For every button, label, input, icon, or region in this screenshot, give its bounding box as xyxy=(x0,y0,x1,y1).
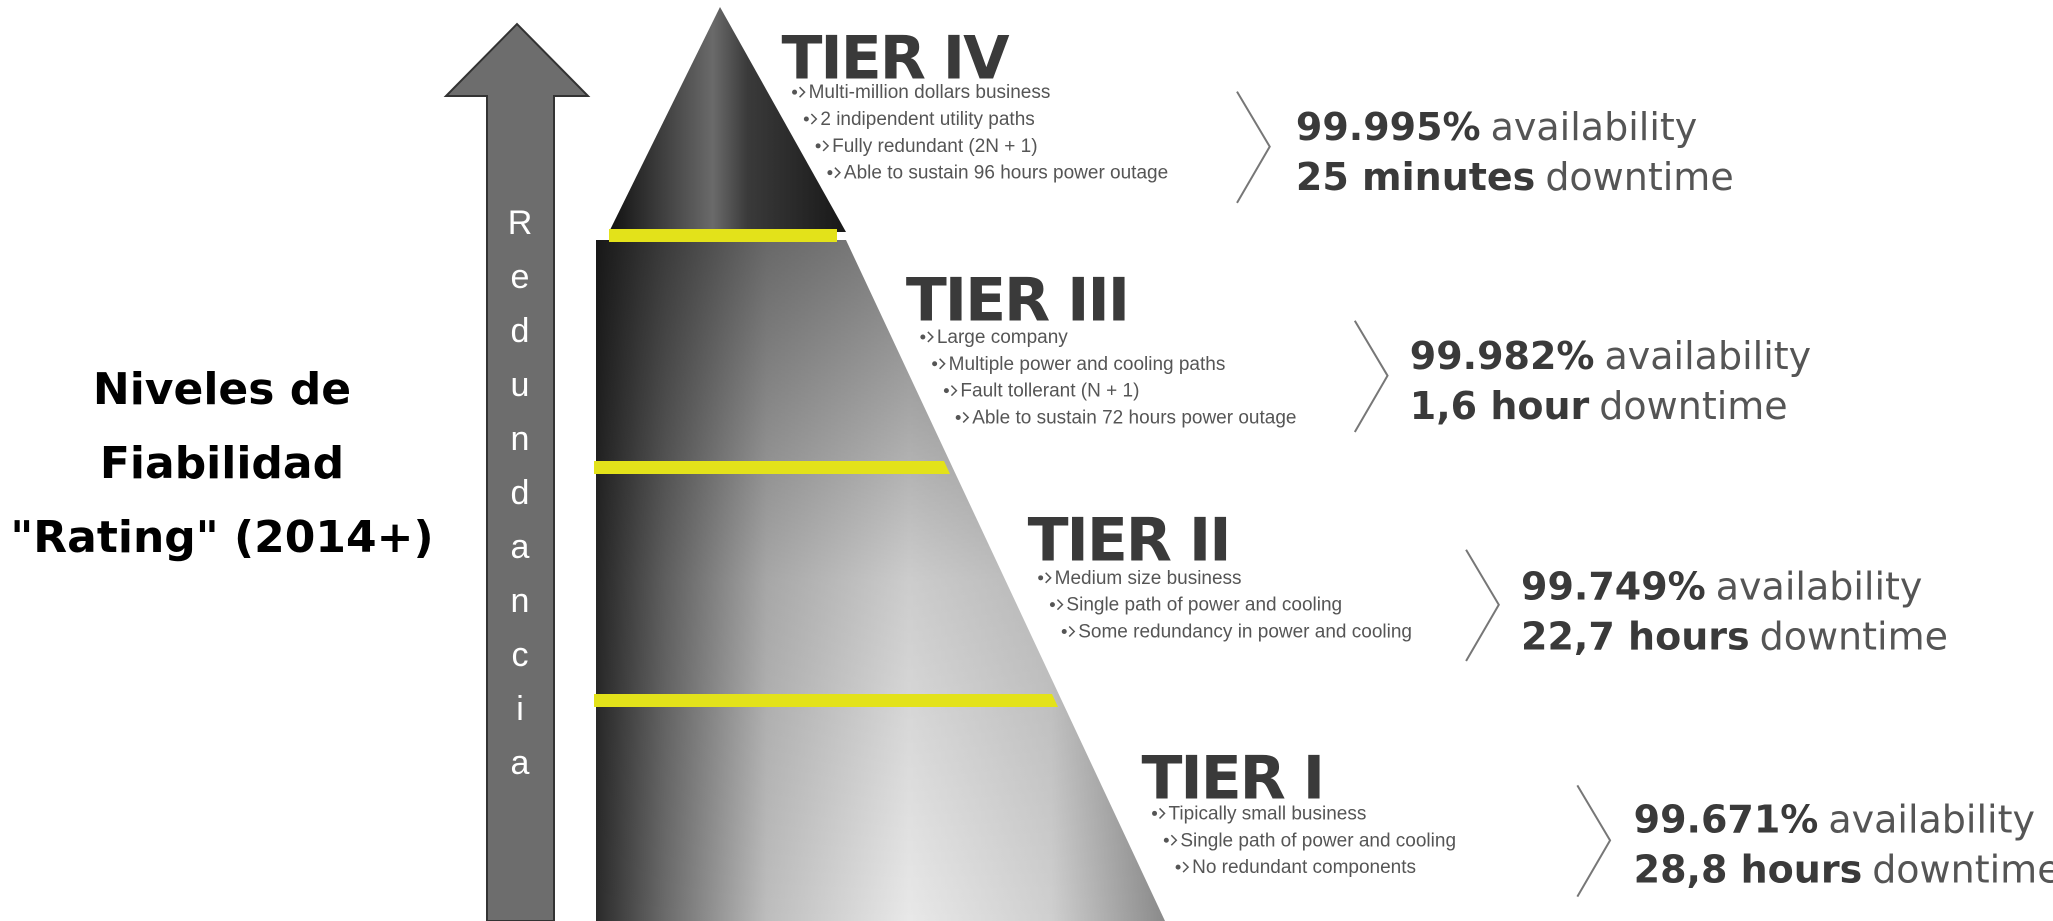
downtime-value: 28,8 hours xyxy=(1634,847,1863,891)
chevron xyxy=(1355,321,1388,432)
chevron xyxy=(1577,785,1610,896)
bullet-dot xyxy=(1164,838,1169,843)
bullet-text: Medium size business xyxy=(1055,568,1242,589)
availability-value: 99.749% xyxy=(1521,565,1706,609)
bullet-text: Able to sustain 96 hours power outage xyxy=(844,163,1168,184)
downtime-word: downtime xyxy=(1545,155,1733,199)
bullet-chevron xyxy=(1183,862,1188,872)
bullet-text: Large company xyxy=(937,327,1068,348)
bullet-text: Fully redundant (2N + 1) xyxy=(832,136,1037,157)
bullet-dot xyxy=(827,170,832,175)
bullet-text: 2 indipendent utility paths xyxy=(820,109,1034,130)
availability: 99.995%availability xyxy=(1296,105,1697,149)
availability-word: availability xyxy=(1491,105,1698,149)
bullet-text: Able to sustain 72 hours power outage xyxy=(972,407,1296,428)
bullet-chevron xyxy=(811,114,816,124)
bullet-chevron xyxy=(835,168,840,178)
bullet-text: Multi-million dollars business xyxy=(809,82,1051,103)
bullet-chevron xyxy=(823,141,828,151)
bullet-chevron xyxy=(951,386,956,396)
bullet-dot xyxy=(944,388,949,393)
bullet-dot xyxy=(1050,602,1055,607)
availability-word: availability xyxy=(1605,334,1812,378)
bullet-text: Multiple power and cooling paths xyxy=(949,354,1226,375)
availability-word: availability xyxy=(1716,565,1923,609)
bullet-chevron xyxy=(1171,835,1176,845)
bullet-chevron xyxy=(1069,626,1074,636)
bullet-dot xyxy=(1038,575,1043,580)
bullet-dot xyxy=(1062,629,1067,634)
availability-value: 99.995% xyxy=(1296,105,1481,149)
bullet-dot xyxy=(956,415,961,420)
bullet-text: Fault tollerant (N + 1) xyxy=(960,381,1139,402)
bullet-text: Single path of power and cooling xyxy=(1066,595,1342,616)
availability-value: 99.671% xyxy=(1634,798,1819,842)
bullet-chevron xyxy=(940,359,945,369)
bullet-text: No redundant components xyxy=(1192,857,1416,878)
availability: 99.671%availability xyxy=(1634,798,2035,842)
chevron xyxy=(1237,92,1270,203)
availability-value: 99.982% xyxy=(1410,334,1595,378)
bullet-dot xyxy=(1152,811,1157,816)
side-label-line: Fiabilidad xyxy=(100,438,344,489)
bullet-text: Some redundancy in power and cooling xyxy=(1078,621,1412,642)
chevron xyxy=(1466,550,1499,661)
bullet-dot xyxy=(1176,865,1181,870)
availability: 99.749%availability xyxy=(1521,565,1922,609)
infographic: Niveles deFiabilidad"Rating" (2014+)Redu… xyxy=(0,0,2053,921)
bullet-dot xyxy=(816,143,821,148)
band xyxy=(594,461,950,474)
downtime-word: downtime xyxy=(1599,384,1787,428)
bullet-dot xyxy=(932,361,937,366)
downtime-value: 1,6 hour xyxy=(1410,384,1590,428)
bullet-text: Single path of power and cooling xyxy=(1180,830,1456,851)
availability-word: availability xyxy=(1828,798,2035,842)
downtime-value: 25 minutes xyxy=(1296,155,1535,199)
tier-title: TIER III xyxy=(906,266,1128,336)
bullet-dot xyxy=(920,334,925,339)
bullet-chevron xyxy=(963,412,968,422)
side-label-line: Niveles de xyxy=(93,364,351,415)
bullet-chevron xyxy=(1057,600,1062,610)
bullet-text: Tipically small business xyxy=(1169,803,1367,824)
bullet-dot xyxy=(792,90,797,95)
redundancy-arrow xyxy=(446,24,588,921)
tier-title: TIER II xyxy=(1028,505,1230,575)
downtime-word: downtime xyxy=(1760,614,1948,658)
bullet-dot xyxy=(804,117,809,122)
availability: 99.982%availability xyxy=(1410,334,1811,378)
band xyxy=(609,229,837,242)
band xyxy=(594,694,1058,707)
downtime-value: 22,7 hours xyxy=(1521,614,1750,658)
side-label-line: "Rating" (2014+) xyxy=(10,512,433,563)
downtime-word: downtime xyxy=(1872,847,2053,891)
